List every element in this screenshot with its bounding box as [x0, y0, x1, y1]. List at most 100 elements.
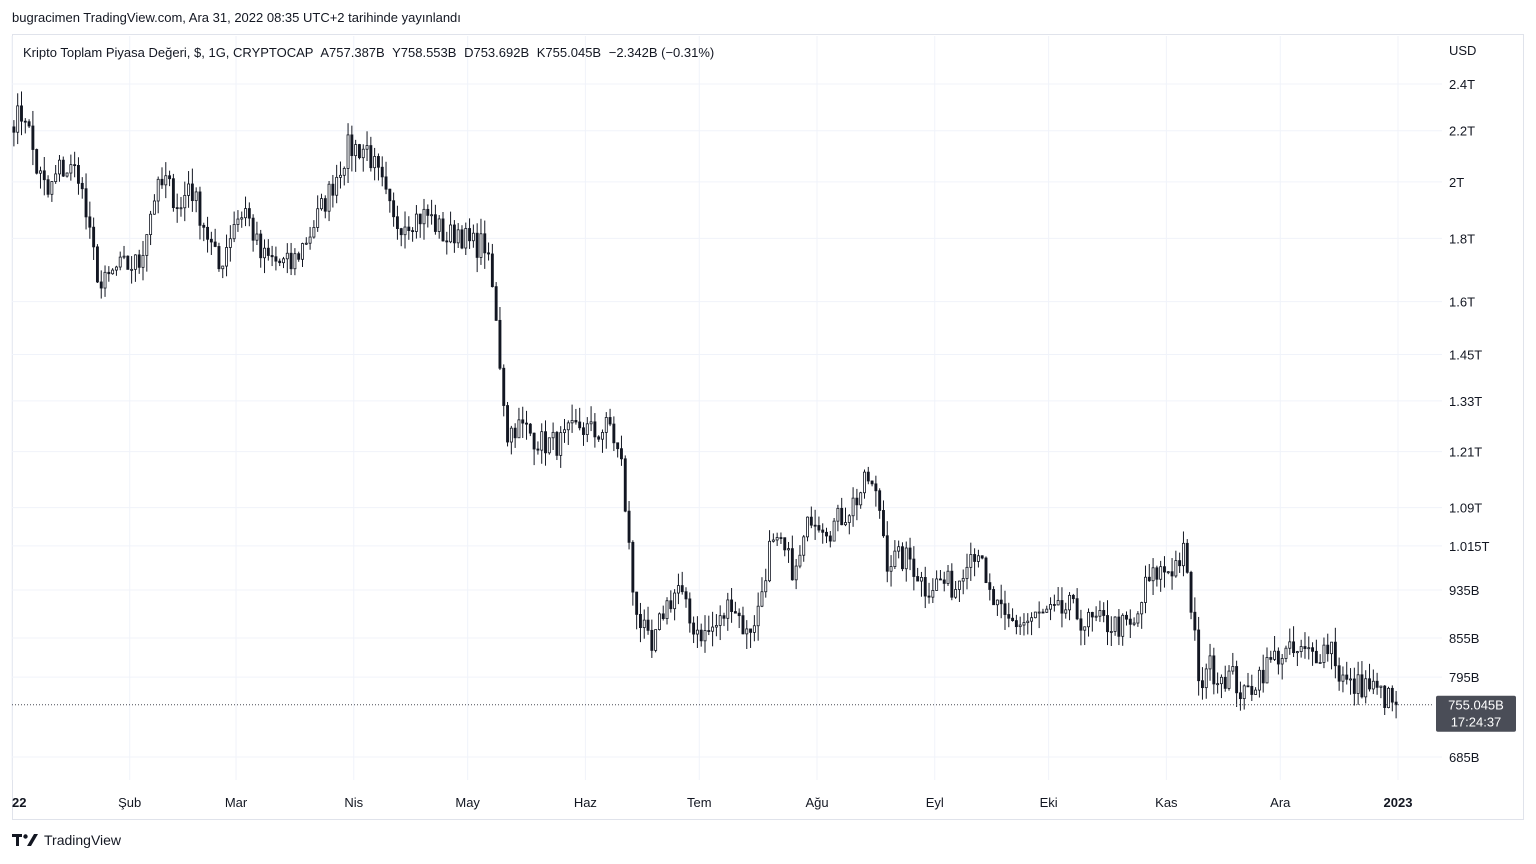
candle-body [361, 148, 365, 159]
candle-body [12, 126, 16, 133]
candle-body [957, 580, 961, 590]
candle-body [927, 595, 931, 598]
candle-body [278, 260, 282, 264]
candle-body [1349, 678, 1352, 681]
candle-body [885, 535, 889, 572]
candle-body [1147, 576, 1151, 582]
candle-body [414, 213, 418, 232]
candle-body [612, 423, 616, 444]
candle-body [1371, 680, 1375, 690]
candle-body [1098, 610, 1102, 617]
candle-body [433, 214, 437, 232]
candle-body [1379, 685, 1383, 688]
countdown-label: 17:24:37 [1451, 715, 1502, 730]
candle-body [703, 630, 707, 642]
candle-body [50, 181, 54, 195]
candle-body [190, 183, 194, 202]
candle-body [1159, 566, 1163, 580]
candle-body [160, 178, 164, 186]
candle-body [312, 227, 316, 238]
y-tick-label: 795B [1449, 670, 1479, 685]
candle-body [1079, 618, 1083, 631]
candle-body [639, 614, 642, 629]
candle-body [221, 265, 225, 270]
candle-body [695, 629, 699, 635]
legend-line: Kripto Toplam Piyasa Değeri, $, 1G, CRYP… [23, 45, 718, 60]
x-tick-label: May [455, 795, 480, 810]
candle-body [745, 628, 749, 635]
brand-name: TradingView [44, 832, 122, 848]
candle-body [437, 218, 441, 232]
candle-body [187, 183, 191, 196]
candle-body [27, 121, 31, 127]
candle-body [1200, 680, 1204, 689]
candle-body [342, 168, 346, 176]
y-tick-label: 1.21T [1449, 445, 1482, 460]
candle-body [980, 555, 984, 559]
candle-body [1094, 615, 1098, 618]
candle-body [711, 626, 715, 632]
candle-body [965, 566, 969, 579]
candle-body [137, 254, 141, 268]
y-tick-label: 2T [1449, 175, 1464, 190]
candle-body [969, 554, 973, 568]
candle-body [1322, 644, 1326, 663]
legend-open: A757.387B [320, 45, 385, 60]
candle-body [1033, 611, 1037, 619]
candle-body [213, 241, 217, 247]
candle-body [1125, 614, 1128, 620]
candle-body [369, 145, 373, 169]
candle-body [65, 172, 69, 177]
candle-body [1307, 647, 1311, 650]
candle-body [620, 448, 623, 460]
candle-body [1288, 641, 1292, 649]
candle-body [1208, 655, 1212, 670]
candle-body [1060, 600, 1064, 614]
candle-body [494, 286, 498, 321]
candle-body [1299, 646, 1303, 652]
candle-body [593, 421, 597, 438]
candle-body [642, 619, 646, 629]
candle-body [699, 629, 703, 642]
tradingview-logo[interactable]: TradingView [12, 832, 121, 848]
x-tick-label: Haz [574, 795, 597, 810]
candle-body [528, 423, 532, 434]
candle-body [255, 233, 259, 241]
candle-body [388, 188, 392, 202]
candle-body [828, 535, 832, 542]
candle-body [331, 183, 335, 196]
candle-body [126, 255, 130, 270]
candle-body [335, 176, 339, 196]
candle-body [999, 599, 1003, 605]
candle-body [673, 592, 677, 610]
candle-body [908, 547, 912, 560]
candle-body [559, 432, 563, 456]
candle-body [1052, 604, 1056, 606]
candle-body [1071, 594, 1075, 600]
candle-body [517, 419, 521, 439]
candle-body [1030, 617, 1034, 622]
candle-body [718, 615, 722, 626]
candle-body [870, 480, 874, 485]
candle-body [149, 213, 153, 235]
currency-label: USD [1449, 43, 1476, 58]
candle-body [1121, 614, 1125, 637]
candle-body [889, 566, 893, 572]
candle-body [669, 600, 673, 610]
candle-body [585, 423, 589, 435]
candle-body [752, 625, 756, 633]
candle-body [411, 230, 415, 232]
candle-body [771, 539, 775, 542]
candle-body [456, 229, 460, 244]
x-tick-label: 2023 [1384, 795, 1413, 810]
candle-body [995, 599, 999, 606]
candle-body [1014, 620, 1018, 628]
candle-body [680, 585, 684, 593]
candle-body [859, 492, 863, 506]
candle-body [308, 236, 312, 244]
candle-body [16, 105, 20, 133]
candle-body [1364, 678, 1368, 698]
candle-body [1163, 566, 1166, 573]
candle-body [1337, 665, 1341, 682]
